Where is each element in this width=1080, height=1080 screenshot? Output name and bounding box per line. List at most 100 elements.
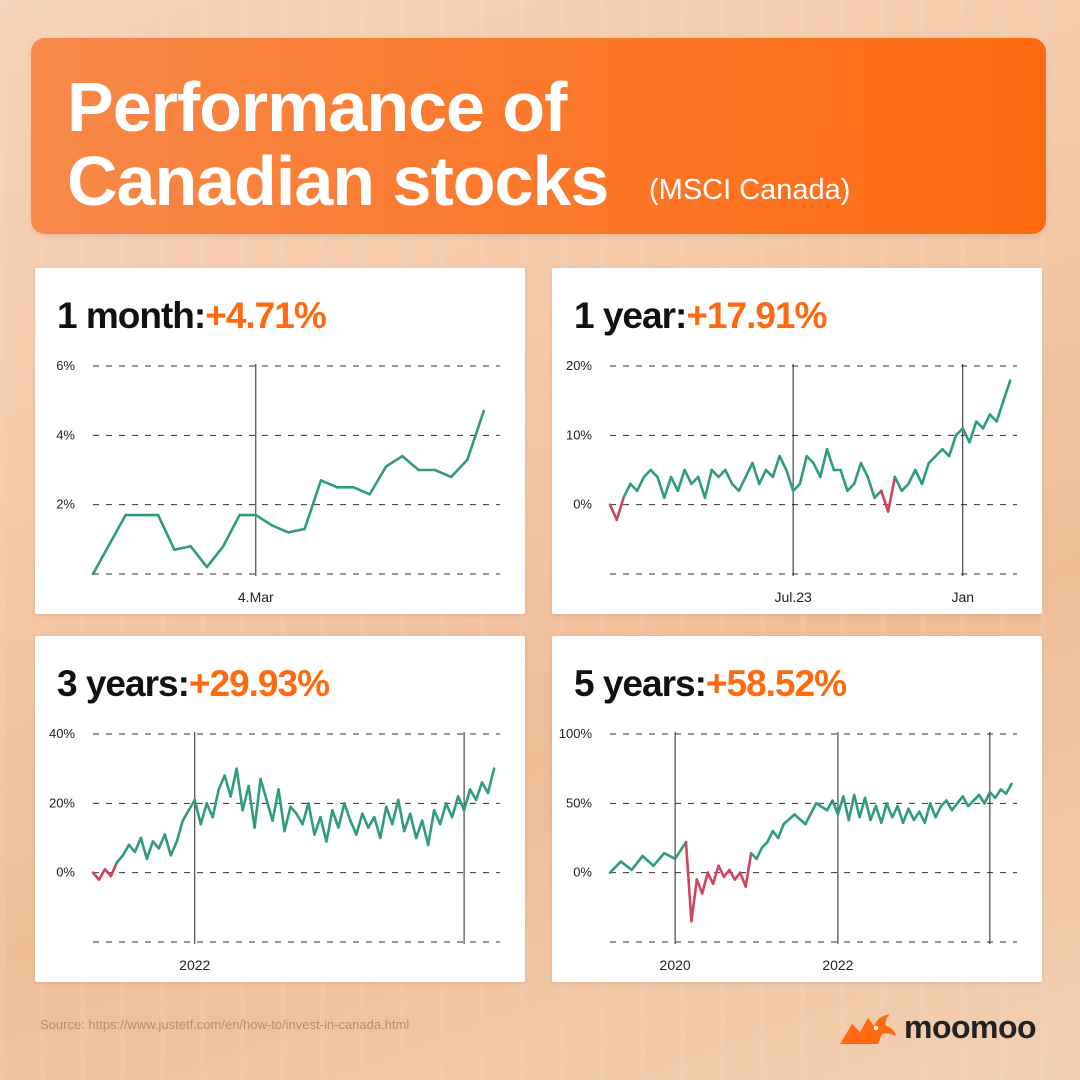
series-segment — [384, 805, 394, 826]
chart-1-year: 20% 10% 0% Jul.23 Jan — [566, 358, 1017, 605]
series-segment — [981, 413, 992, 430]
series-segment — [890, 804, 899, 819]
series-segment — [97, 867, 107, 881]
series-segment — [869, 804, 878, 822]
series-segment — [755, 846, 764, 861]
series-segment — [211, 788, 220, 819]
series-segment — [349, 819, 358, 836]
chart-3-years: 40% 20% 0% 2022 — [49, 726, 500, 973]
series-segment — [145, 840, 155, 861]
series-segment — [343, 802, 352, 822]
series-segment — [615, 496, 625, 522]
series-segment — [414, 819, 424, 840]
series-segment — [798, 454, 809, 486]
y-tick-label: 50% — [566, 795, 592, 810]
series-segment — [814, 802, 829, 812]
series-segment — [812, 461, 822, 479]
series-segment — [673, 840, 688, 861]
series-segment — [265, 798, 274, 822]
series-segment — [163, 833, 173, 857]
series-segment — [859, 461, 870, 479]
series-segment — [804, 802, 818, 826]
series-segment — [791, 482, 802, 493]
series-segment — [187, 798, 197, 812]
series-segment — [700, 871, 709, 895]
series-segment — [737, 475, 747, 493]
y-tick-label: 100% — [559, 726, 593, 741]
series-segment — [776, 822, 785, 840]
chart-title-label: 3 years: — [57, 663, 190, 704]
series-segment — [396, 798, 406, 833]
series-segment — [766, 829, 775, 844]
series-segment — [303, 479, 323, 531]
series-segment — [690, 878, 699, 923]
series-segment — [608, 503, 619, 522]
series-segment — [880, 802, 889, 825]
x-tick-label: 2022 — [822, 957, 853, 973]
series-segment — [486, 767, 496, 795]
chart-panel-1-month: 1 month:+4.71% 6% 4% 2% 4.Mar — [35, 268, 525, 614]
series-segment — [367, 815, 376, 829]
series-segment — [920, 461, 931, 486]
series-segment — [259, 777, 268, 802]
series-segment — [189, 544, 209, 569]
series-segment — [622, 482, 632, 500]
series-segment — [462, 788, 472, 812]
series-segment — [683, 468, 693, 486]
series-segment — [205, 544, 225, 569]
series-segment — [368, 465, 388, 496]
chart-panel-3-years: 3 years:+29.93% 40% 20% 0% 2022 — [35, 636, 525, 982]
series-segment — [886, 475, 897, 513]
y-tick-label: 2% — [56, 497, 75, 512]
series-segment — [271, 788, 280, 822]
series-segment — [247, 784, 256, 829]
series-segment — [91, 871, 101, 881]
series-segment — [121, 843, 131, 857]
series-segment — [156, 513, 176, 552]
series-segment — [684, 840, 693, 923]
series-segment — [858, 796, 867, 819]
series-segment — [993, 788, 1003, 800]
series-segment — [782, 813, 796, 826]
series-segment — [378, 805, 388, 840]
series-segment — [977, 793, 986, 805]
series-segment — [254, 513, 274, 527]
series-segment — [289, 805, 298, 816]
series-segment — [361, 812, 370, 829]
y-tick-label: 6% — [56, 358, 75, 373]
series-segment — [193, 798, 203, 826]
chart-return-value: +4.71% — [205, 295, 327, 336]
y-tick-label: 4% — [56, 427, 75, 442]
chart-panel-5-years: 5 years:+58.52% 100% 50% 0% 2020 2022 — [552, 636, 1042, 982]
series-segment — [907, 468, 917, 486]
chart-return-value: +17.91% — [686, 295, 827, 336]
series-segment — [401, 454, 420, 472]
x-tick-label: Jan — [951, 589, 974, 605]
series-segment — [283, 805, 292, 833]
series-segment — [968, 420, 978, 444]
x-tick-label: 4.Mar — [238, 589, 274, 605]
series-segment — [676, 468, 686, 493]
series-segment — [426, 808, 436, 847]
series-segment — [950, 802, 959, 812]
series-segment — [630, 854, 644, 872]
series-segment — [956, 795, 965, 805]
series-segment — [384, 454, 404, 468]
series-segment — [1002, 379, 1012, 402]
series-segment — [805, 454, 815, 465]
series-segment — [954, 427, 965, 437]
chart-title: 1 month:+4.71% — [57, 295, 327, 336]
series-segment — [983, 790, 992, 805]
series-segment — [918, 810, 927, 825]
series-segment — [839, 468, 849, 493]
series-segment — [173, 544, 192, 552]
series-segment — [157, 833, 167, 850]
y-tick-label: 20% — [566, 358, 592, 373]
series-segment — [852, 793, 861, 819]
series-segment — [642, 468, 652, 479]
series-segment — [433, 468, 453, 479]
series-segment — [438, 802, 448, 826]
series-segment — [241, 784, 250, 812]
series-segment — [235, 767, 244, 812]
series-segment — [319, 479, 339, 489]
